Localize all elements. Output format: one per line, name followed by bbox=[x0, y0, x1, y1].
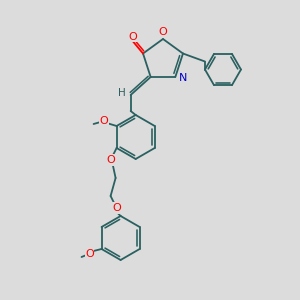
Text: O: O bbox=[85, 249, 94, 259]
Text: O: O bbox=[99, 116, 108, 126]
Text: O: O bbox=[112, 203, 121, 213]
Text: N: N bbox=[179, 73, 188, 83]
Text: O: O bbox=[159, 27, 167, 37]
Text: H: H bbox=[118, 88, 125, 98]
Text: O: O bbox=[106, 155, 115, 165]
Text: O: O bbox=[129, 32, 137, 41]
